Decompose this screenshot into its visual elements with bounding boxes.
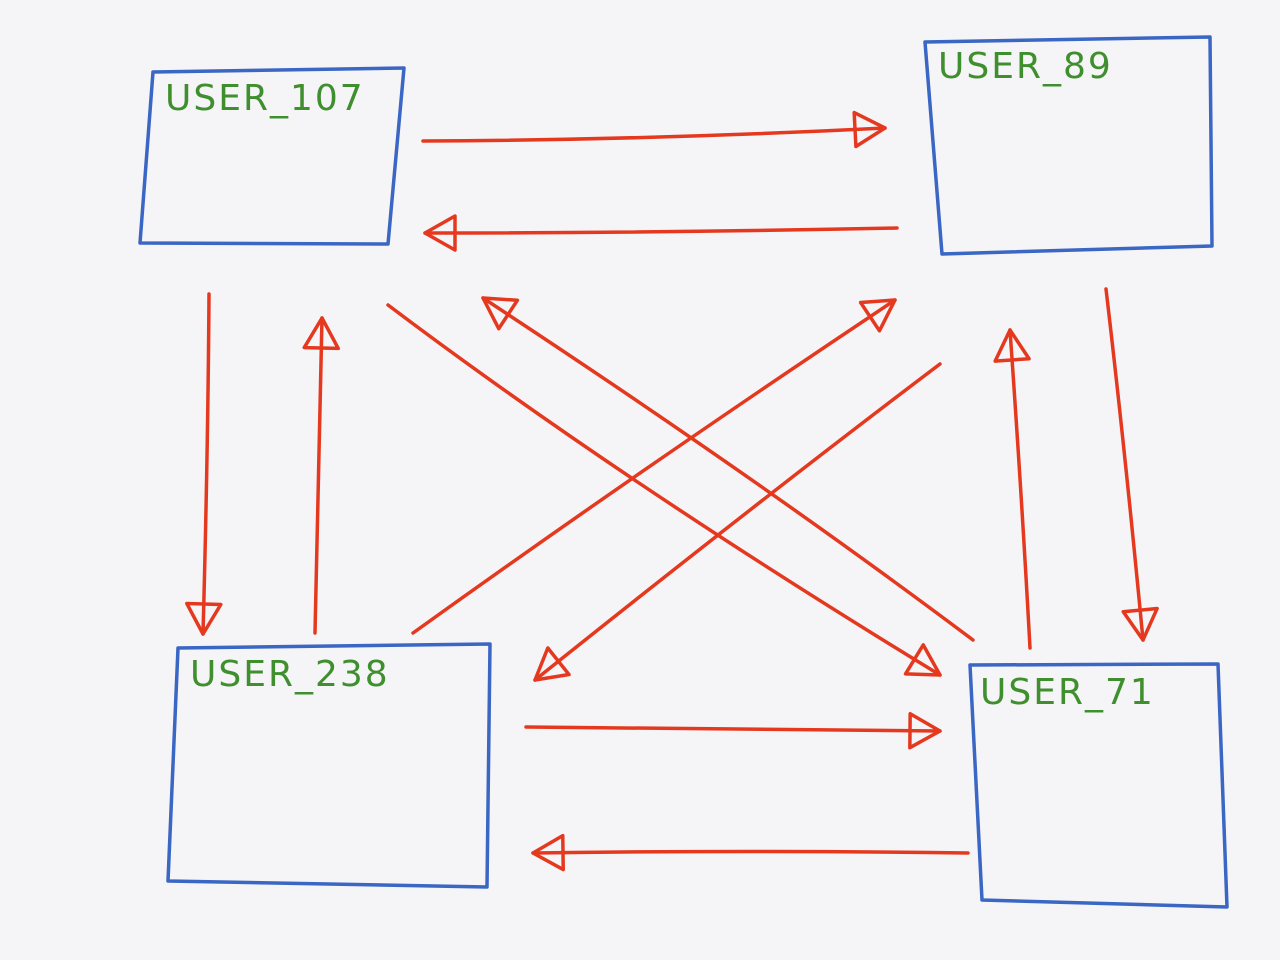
node-user-107[interactable]: USER_107 [138,66,406,246]
arrowhead [533,646,571,682]
edge-line [531,849,970,855]
edge-line [421,126,887,143]
edge-user-107-to-user-89 [421,110,887,149]
arrowhead [858,298,897,333]
arrowhead [903,643,942,677]
edge-line [481,296,975,642]
arrowhead [1121,606,1159,642]
arrowhead [481,296,520,331]
node-label: USER_238 [190,654,390,695]
arrowhead [852,110,887,149]
arrowhead [993,328,1031,363]
arrowhead [423,214,457,252]
node-label: USER_71 [980,672,1155,713]
edge-line [1008,328,1032,650]
edge-user-107-to-user-238 [185,292,223,636]
node-box [138,66,406,246]
arrowhead [908,711,942,750]
edge-user-89-to-user-238 [533,362,942,682]
node-label: USER_89 [938,46,1113,87]
edge-user-238-to-user-89 [411,298,897,635]
edges-layer [185,110,1159,872]
node-box [923,35,1214,256]
node-label: USER_107 [165,78,365,119]
arrowhead [302,316,341,351]
edge-line [201,292,211,636]
edge-user-89-to-user-107 [423,214,899,252]
edge-line [386,303,942,677]
edge-line [423,226,899,235]
edge-user-71-to-user-107 [481,296,975,642]
edge-user-238-to-user-107 [302,316,341,635]
edge-user-107-to-user-71 [386,303,942,677]
edge-user-71-to-user-238 [531,833,970,872]
edge-line [313,316,324,635]
arrowhead [185,601,223,636]
node-user-89[interactable]: USER_89 [923,35,1214,256]
node-user-71[interactable]: USER_71 [968,662,1229,909]
node-user-238[interactable]: USER_238 [166,642,492,889]
node-box [968,662,1229,909]
arrowhead [531,833,565,872]
node-box [166,642,492,889]
edge-line [1104,287,1145,642]
edge-line [524,725,942,733]
edge-line [411,298,897,635]
edge-user-238-to-user-71 [524,711,942,750]
edge-user-71-to-user-89 [993,328,1032,650]
edge-line [533,362,942,682]
nodes-layer: USER_107 USER_89 USER_238 USER_71 [138,35,1229,909]
edge-user-89-to-user-71 [1104,287,1159,642]
